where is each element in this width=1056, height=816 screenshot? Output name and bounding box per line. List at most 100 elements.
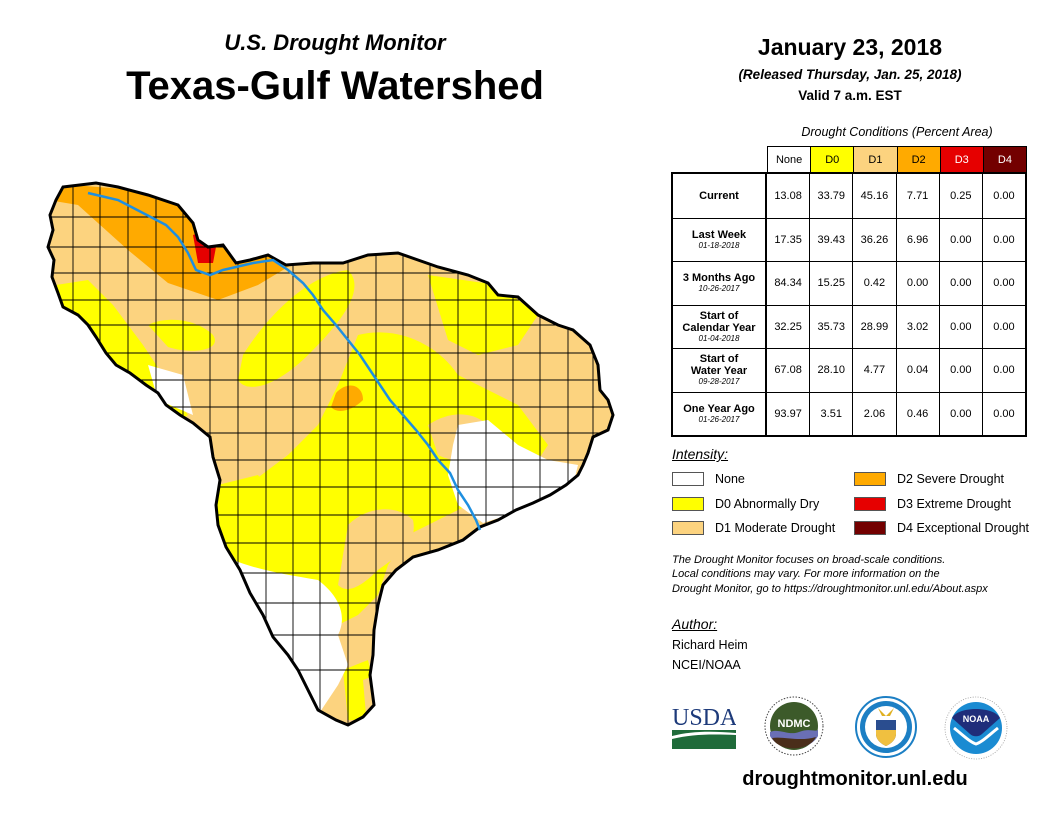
table-cell: 67.08: [774, 364, 802, 377]
d0-region: [213, 332, 548, 635]
table-cell: 7.71: [895, 174, 939, 218]
d0-region: [148, 319, 215, 351]
disclaimer-note: The Drought Monitor focuses on broad-sca…: [672, 553, 1052, 596]
row-label-date: 01-18-2018: [698, 240, 740, 250]
table-row: One Year Ago 01-26-2017 93.97 3.51 2.06 0.46 0…: [673, 391, 1025, 435]
legend-label: D0 Abnormally Dry: [715, 497, 820, 511]
row-label: Start of Water Year 09-28-2017: [673, 349, 767, 392]
table-cell: 2.06: [852, 392, 895, 435]
row-label-main: Start of: [699, 309, 739, 322]
drought-table: Current 13.08 33.79 45.16 7.71 0.25 0.00 Last W…: [671, 172, 1027, 437]
d0-region: [238, 270, 355, 387]
none-region: [148, 365, 193, 415]
legend-swatch: [854, 521, 886, 535]
row-label-date: 01-04-2018: [698, 333, 740, 343]
legend-label: D2 Severe Drought: [897, 472, 1005, 486]
legend-label: None: [715, 472, 745, 486]
table-row: Start of Water Year 09-28-2017 67.08 28.10 4.…: [673, 348, 1025, 392]
row-label-date: 09-28-2017: [698, 377, 740, 387]
legend-item-d3: D3 Extreme Drought: [854, 497, 1011, 511]
table-cell: 36.26: [852, 218, 895, 261]
note-line: Drought Monitor, go to https://droughtmo…: [672, 582, 988, 595]
table-cell: 0.00: [938, 262, 982, 305]
row-label: Last Week 01-18-2018: [673, 218, 767, 261]
author-org: NCEI/NOAA: [672, 658, 741, 672]
col-d4: D4: [982, 147, 1027, 172]
table-cell: 0.00: [938, 305, 982, 348]
table-cell: 0.00: [981, 305, 1025, 348]
table-cell: 6.96: [895, 218, 939, 261]
legend-swatch: [672, 521, 704, 535]
table-cell: 93.97: [774, 407, 802, 420]
map-date: January 23, 2018: [757, 34, 943, 60]
table-cell: 17.35: [774, 233, 802, 246]
d2-region: [48, 183, 308, 300]
noaa-logo: NOAA: [944, 696, 1008, 760]
row-label: One Year Ago 01-26-2017: [673, 392, 767, 435]
table-cell: 84.34: [774, 277, 802, 290]
row-label: Current: [673, 174, 767, 218]
author-name: Richard Heim: [672, 638, 748, 652]
row-label-date: 01-26-2017: [698, 414, 740, 424]
table-cell: 0.00: [938, 349, 982, 392]
col-d0: D0: [810, 147, 854, 172]
table-cell: 33.79: [809, 174, 852, 218]
legend-swatch: [854, 472, 886, 486]
ndmc-logo: NDMC: [764, 696, 824, 756]
table-cell: 3.02: [895, 305, 939, 348]
author-title: Author:: [672, 616, 718, 632]
release-date: (Released Thursday, Jan. 25, 2018): [738, 67, 962, 82]
river: [87, 191, 482, 531]
d0-region: [213, 475, 278, 565]
table-cell: 0.42: [852, 262, 895, 305]
row-label-main-2: Water Year: [690, 365, 748, 378]
table-cell: 0.00: [981, 262, 1025, 305]
noaa-logo-text: NOAA: [963, 714, 990, 724]
table-cell: 0.25: [938, 174, 982, 218]
table-cell: 3.51: [809, 392, 852, 435]
commerce-seal: [855, 696, 917, 758]
table-cell: 32.25: [774, 320, 802, 333]
legend-label: D1 Moderate Drought: [715, 521, 836, 535]
table-cell: 0.00: [981, 174, 1025, 218]
legend-item-none: None: [672, 472, 745, 486]
col-d1: D1: [853, 147, 897, 172]
monitor-subtitle: U.S. Drought Monitor: [224, 30, 446, 55]
valid-time: Valid 7 a.m. EST: [798, 88, 902, 103]
row-label-main-2: Calendar Year: [682, 321, 756, 334]
col-d2: D2: [896, 147, 940, 172]
row-label-main: Current: [699, 189, 739, 202]
row-label-main: 3 Months Ago: [682, 272, 756, 285]
table-cell: 0.00: [981, 218, 1025, 261]
legend-item-d2: D2 Severe Drought: [854, 472, 1004, 486]
page-title: Texas-Gulf Watershed: [126, 64, 544, 108]
row-label-main: Last Week: [691, 228, 747, 241]
table-cell: 28.99: [852, 305, 895, 348]
table-cell: 0.00: [938, 392, 982, 435]
usda-logo-text: USDA: [672, 705, 736, 731]
website-link[interactable]: droughtmonitor.unl.edu: [742, 768, 968, 790]
table-row: Last Week 01-18-2018 17.35 39.43 36.26 6.96 0.…: [673, 217, 1025, 261]
table-cell: 0.00: [938, 218, 982, 261]
col-none: None: [768, 147, 811, 172]
row-label-date: 10-26-2017: [698, 284, 740, 294]
table-row: Start of Calendar Year 01-04-2018 32.25 35.7…: [673, 304, 1025, 348]
row-label: 3 Months Ago 10-26-2017: [673, 262, 767, 305]
d2-region: [331, 385, 363, 411]
legend-swatch: [672, 497, 704, 511]
row-label-main: Start of: [699, 353, 739, 366]
table-row: 3 Months Ago 10-26-2017 84.34 15.25 0.42 0.00…: [673, 261, 1025, 305]
legend-title: Intensity:: [672, 446, 729, 462]
table-cell: 35.73: [809, 305, 852, 348]
usda-logo: USDA: [672, 705, 736, 749]
table-cell: 15.25: [809, 262, 852, 305]
none-region: [233, 560, 348, 715]
table-cell: 0.00: [981, 349, 1025, 392]
table-cell: 39.43: [809, 218, 852, 261]
table-row: Current 13.08 33.79 45.16 7.71 0.25 0.00: [673, 174, 1025, 218]
row-label: Start of Calendar Year 01-04-2018: [673, 305, 767, 348]
legend-label: D4 Exceptional Drought: [897, 521, 1030, 535]
legend-label: D3 Extreme Drought: [897, 497, 1011, 511]
table-header: None D0 D1 D2 D3 D4: [767, 146, 1027, 172]
table-cell: 0.00: [895, 262, 939, 305]
